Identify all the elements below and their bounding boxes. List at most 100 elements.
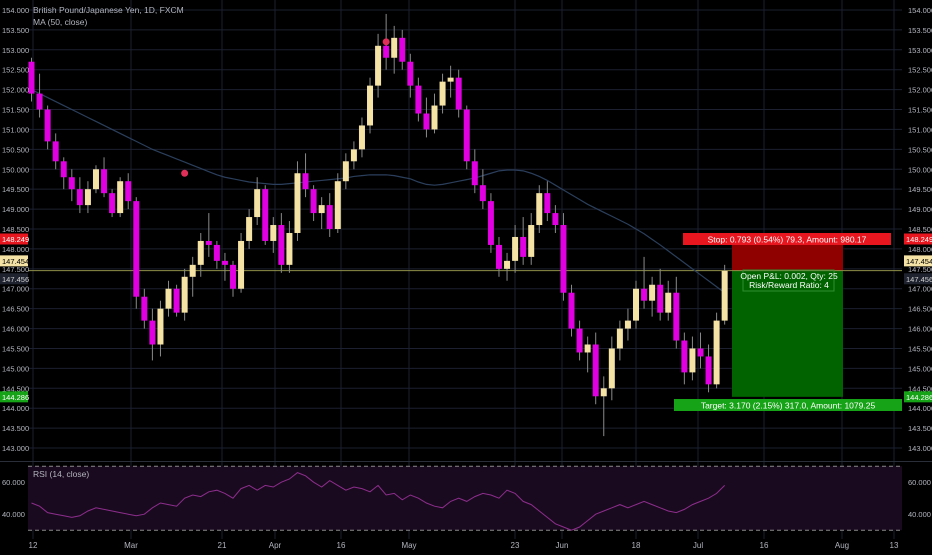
candle-body bbox=[319, 205, 325, 213]
y-tick-right: 149.000 bbox=[908, 205, 932, 214]
x-tick: Aug bbox=[835, 541, 849, 550]
candle-body bbox=[536, 193, 542, 225]
candle-body bbox=[528, 225, 534, 257]
entry-badge-right: 147.456 bbox=[906, 275, 932, 284]
x-tick: 16 bbox=[337, 541, 346, 550]
candle-body bbox=[480, 185, 486, 201]
target-badge-left: 144.286 bbox=[2, 393, 29, 402]
candle-body bbox=[472, 161, 478, 185]
candle-body bbox=[415, 86, 421, 114]
x-tick: Jun bbox=[556, 541, 569, 550]
x-tick: 18 bbox=[632, 541, 641, 550]
y-tick-left: 147.000 bbox=[2, 285, 29, 294]
y-tick-right: 143.000 bbox=[908, 444, 932, 453]
symbol-legend: British Pound/Japanese Yen, 1D, FXCM bbox=[33, 5, 184, 15]
y-tick-left: 145.000 bbox=[2, 364, 29, 373]
y-tick-right: 148.000 bbox=[908, 245, 932, 254]
y-tick-right: 152.500 bbox=[908, 66, 932, 75]
stop-label: Stop: 0.793 (0.54%) 79.3, Amount: 980.17 bbox=[708, 235, 867, 245]
candle-body bbox=[391, 38, 397, 58]
rsi-band bbox=[28, 466, 902, 530]
y-tick-left: 153.500 bbox=[2, 26, 29, 35]
candle-body bbox=[585, 345, 591, 353]
candle-body bbox=[714, 321, 720, 385]
candle-body bbox=[214, 245, 220, 261]
candle-body bbox=[423, 114, 429, 130]
target-label: Target: 3.170 (2.15%) 317.0, Amount: 107… bbox=[701, 401, 876, 411]
y-tick-right: 146.000 bbox=[908, 325, 932, 334]
x-tick: Mar bbox=[124, 541, 138, 550]
candle-body bbox=[198, 241, 204, 265]
candle-body bbox=[722, 271, 728, 321]
x-tick: May bbox=[401, 541, 416, 550]
y-tick-left: 144.000 bbox=[2, 404, 29, 413]
candle-body bbox=[617, 329, 623, 349]
stop-badge-right: 148.249 bbox=[906, 235, 932, 244]
candle-body bbox=[294, 173, 300, 233]
x-tick: 16 bbox=[760, 541, 769, 550]
candle-body bbox=[689, 348, 695, 372]
candle-body bbox=[633, 289, 639, 321]
y-tick-right: 147.000 bbox=[908, 285, 932, 294]
candle-body bbox=[37, 94, 43, 110]
x-tick: 13 bbox=[890, 541, 899, 550]
candle-body bbox=[375, 46, 381, 86]
y-tick-left: 154.000 bbox=[2, 6, 29, 15]
candle-body bbox=[577, 329, 583, 353]
candle-body bbox=[303, 173, 309, 189]
candle-body bbox=[335, 181, 341, 229]
candle-body bbox=[157, 309, 163, 345]
candle-body bbox=[278, 225, 284, 265]
candle-body bbox=[149, 321, 155, 345]
candle-body bbox=[569, 293, 575, 329]
candle-body bbox=[520, 237, 526, 257]
candle-body bbox=[407, 62, 413, 86]
y-tick-left: 149.500 bbox=[2, 185, 29, 194]
candle-body bbox=[311, 189, 317, 213]
rsi-tick-left: 60.000 bbox=[2, 478, 25, 487]
y-tick-right: 149.500 bbox=[908, 185, 932, 194]
ma-legend: MA (50, close) bbox=[33, 17, 87, 27]
y-tick-left: 153.000 bbox=[2, 46, 29, 55]
y-tick-right: 145.500 bbox=[908, 344, 932, 353]
y-tick-left: 148.500 bbox=[2, 225, 29, 234]
y-tick-left: 149.000 bbox=[2, 205, 29, 214]
x-tick: 21 bbox=[218, 541, 227, 550]
candle-body bbox=[85, 189, 91, 205]
candle-body bbox=[706, 356, 712, 384]
rsi-tick-right: 40.000 bbox=[908, 510, 931, 519]
candle-body bbox=[69, 177, 75, 189]
y-tick-left: 145.500 bbox=[2, 344, 29, 353]
candle-body bbox=[665, 293, 671, 313]
candle-body bbox=[697, 348, 703, 356]
target-badge-right: 144.286 bbox=[906, 393, 932, 402]
candle-body bbox=[270, 225, 276, 241]
candle-body bbox=[601, 388, 607, 396]
y-tick-right: 151.500 bbox=[908, 106, 932, 115]
rsi-tick-left: 40.000 bbox=[2, 510, 25, 519]
candle-body bbox=[512, 237, 518, 261]
candle-body bbox=[93, 169, 99, 189]
candle-body bbox=[351, 149, 357, 161]
y-tick-left: 151.000 bbox=[2, 125, 29, 134]
y-tick-right: 150.000 bbox=[908, 165, 932, 174]
entry-badge-left: 147.456 bbox=[2, 275, 29, 284]
candle-body bbox=[367, 86, 373, 126]
y-tick-right: 144.000 bbox=[908, 404, 932, 413]
y-tick-right: 145.000 bbox=[908, 364, 932, 373]
risk-reward-label: Risk/Reward Ratio: 4 bbox=[749, 280, 829, 290]
rsi-legend: RSI (14, close) bbox=[33, 469, 89, 479]
candle-body bbox=[101, 169, 107, 193]
candle-body bbox=[125, 181, 131, 201]
signal-marker bbox=[383, 38, 390, 45]
candle-body bbox=[133, 201, 139, 297]
candle-body bbox=[681, 341, 687, 373]
candle-body bbox=[432, 106, 438, 130]
candle-body bbox=[254, 189, 260, 217]
x-tick: 12 bbox=[29, 541, 38, 550]
candle-body bbox=[174, 289, 180, 313]
candle-body bbox=[383, 46, 389, 58]
x-tick: Apr bbox=[269, 541, 282, 550]
